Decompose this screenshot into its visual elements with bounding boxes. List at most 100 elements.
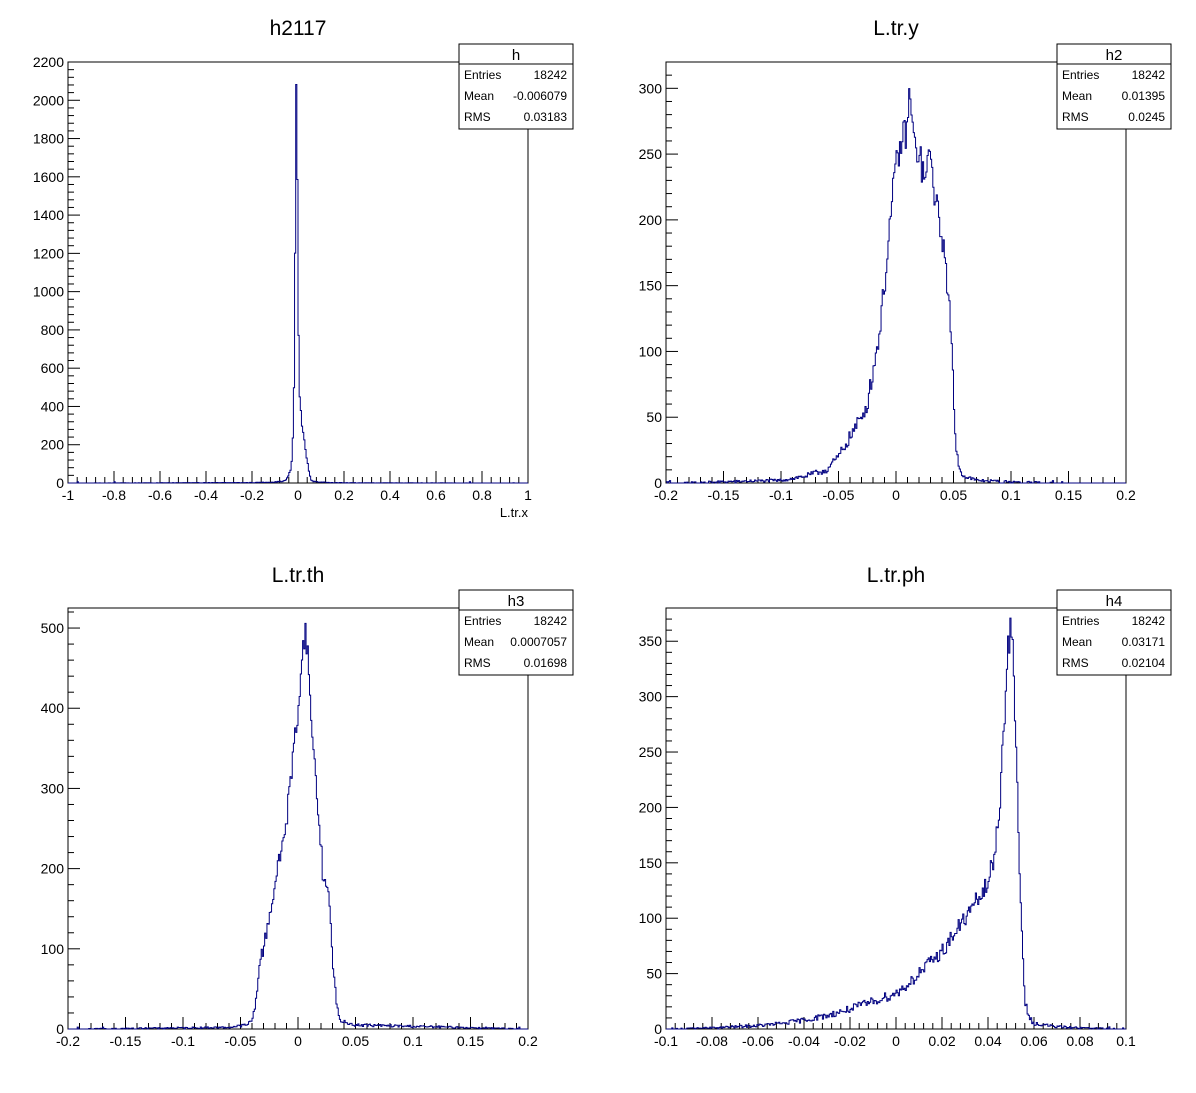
x-tick-label: 0.08 bbox=[1066, 1033, 1093, 1049]
stats-value: 0.01395 bbox=[1122, 89, 1166, 103]
chart-panel-1: h2117 -1 -0.8 -0.6 -0.4 -0.2 0 0.2 0.4 0.6 0.8 1 0 20… bbox=[33, 17, 574, 520]
stats-box-name: h2 bbox=[1106, 47, 1123, 64]
chart-panel-2: L.tr.y -0.2 -0.15 -0.1 -0.05 0 0.05 0.1 0.15 0.2 0… bbox=[639, 17, 1172, 503]
y-tick-label: 2200 bbox=[33, 54, 64, 70]
x-tick-label: -0.4 bbox=[194, 487, 218, 503]
x-tick-label: 0.2 bbox=[1116, 487, 1136, 503]
y-tick-label: 600 bbox=[41, 360, 65, 376]
x-tick-label: -0.08 bbox=[696, 1033, 728, 1049]
stats-value: 0.0007057 bbox=[510, 635, 567, 649]
y-tick-label: 0 bbox=[654, 475, 662, 491]
stats-value: 0.03171 bbox=[1122, 635, 1166, 649]
stats-value: 18242 bbox=[1132, 614, 1166, 628]
stats-key: Entries bbox=[464, 68, 501, 82]
stats-key: Entries bbox=[464, 614, 501, 628]
stats-box bbox=[458, 589, 574, 676]
chart-panel-4: L.tr.ph -0.1 -0.08 -0.06 -0.04 -0.02 0 0.02 0.04… bbox=[639, 564, 1172, 1049]
chart-title: L.tr.ph bbox=[867, 564, 925, 587]
x-tick-label: 0.05 bbox=[940, 487, 967, 503]
x-tick-label: -0.06 bbox=[742, 1033, 774, 1049]
y-tick-label: 150 bbox=[639, 855, 663, 871]
stats-key: RMS bbox=[464, 110, 491, 124]
x-tick-label: 0.6 bbox=[426, 487, 446, 503]
x-tick-label: -0.05 bbox=[225, 1033, 257, 1049]
x-tick-label: 0 bbox=[892, 1033, 900, 1049]
x-tick-label: 0.1 bbox=[403, 1033, 423, 1049]
x-tick-label: 0 bbox=[294, 487, 302, 503]
y-tick-label: 100 bbox=[41, 941, 65, 957]
x-tick-label: 0 bbox=[892, 487, 900, 503]
chart-title: L.tr.y bbox=[873, 17, 919, 40]
y-tick-label: 1200 bbox=[33, 245, 64, 261]
x-axis-label: L.tr.x bbox=[500, 505, 529, 520]
x-tick-label: 0.06 bbox=[1020, 1033, 1047, 1049]
x-tick-label: 0 bbox=[294, 1033, 302, 1049]
stats-value: -0.006079 bbox=[513, 89, 567, 103]
y-tick-label: 300 bbox=[41, 780, 65, 796]
histogram-line bbox=[666, 88, 1126, 484]
y-tick-label: 0 bbox=[56, 475, 64, 491]
chart-title: L.tr.th bbox=[272, 564, 325, 587]
x-tick-label: -0.1 bbox=[654, 1033, 678, 1049]
x-tick-label: -0.8 bbox=[102, 487, 126, 503]
histogram-line bbox=[666, 617, 1126, 1030]
stats-value: 18242 bbox=[534, 614, 568, 628]
chart-title: h2117 bbox=[270, 17, 327, 40]
x-tick-label: -0.04 bbox=[788, 1033, 820, 1049]
y-tick-label: 350 bbox=[639, 633, 663, 649]
x-tick-label: -0.1 bbox=[769, 487, 793, 503]
x-tick-label: 0.05 bbox=[342, 1033, 369, 1049]
stats-box bbox=[458, 43, 574, 130]
stats-key: RMS bbox=[1062, 656, 1089, 670]
x-tick-label: -0.15 bbox=[110, 1033, 142, 1049]
stats-key: Entries bbox=[1062, 614, 1099, 628]
y-tick-label: 250 bbox=[639, 744, 663, 760]
stats-value: 0.0245 bbox=[1128, 110, 1165, 124]
stats-key: RMS bbox=[464, 656, 491, 670]
x-tick-label: -0.15 bbox=[708, 487, 740, 503]
stats-box-name: h4 bbox=[1106, 593, 1123, 610]
stats-key: Mean bbox=[1062, 635, 1092, 649]
stats-box-name: h3 bbox=[508, 593, 525, 610]
x-tick-label: 0.1 bbox=[1001, 487, 1021, 503]
y-tick-label: 200 bbox=[41, 861, 65, 877]
x-tick-label: -0.2 bbox=[654, 487, 678, 503]
stats-value: 0.03183 bbox=[524, 110, 568, 124]
stats-value: 18242 bbox=[1132, 68, 1166, 82]
stats-value: 18242 bbox=[534, 68, 568, 82]
y-tick-label: 800 bbox=[41, 322, 65, 338]
y-tick-label: 200 bbox=[639, 799, 663, 815]
x-tick-label: 0.15 bbox=[457, 1033, 484, 1049]
y-tick-label: 1400 bbox=[33, 207, 64, 223]
x-tick-label: 0.02 bbox=[928, 1033, 955, 1049]
y-tick-label: 200 bbox=[639, 212, 663, 228]
x-tick-label: -0.02 bbox=[834, 1033, 866, 1049]
x-tick-label: 1 bbox=[524, 487, 532, 503]
y-tick-label: 1600 bbox=[33, 169, 64, 185]
x-tick-label: -0.1 bbox=[171, 1033, 195, 1049]
x-tick-label: 0.4 bbox=[380, 487, 400, 503]
y-tick-label: 1800 bbox=[33, 131, 64, 147]
x-tick-label: -0.05 bbox=[823, 487, 855, 503]
x-tick-label: -0.2 bbox=[56, 1033, 80, 1049]
y-tick-label: 400 bbox=[41, 398, 65, 414]
stats-value: 0.01698 bbox=[524, 656, 568, 670]
stats-box-name: h bbox=[512, 47, 520, 64]
y-tick-label: 400 bbox=[41, 700, 65, 716]
y-tick-label: 250 bbox=[639, 146, 663, 162]
chart-panel-3: L.tr.th -0.2 -0.15 -0.1 -0.05 0 0.05 0.1 0.15 0.2… bbox=[41, 564, 574, 1049]
y-tick-label: 100 bbox=[639, 910, 663, 926]
stats-key: Mean bbox=[1062, 89, 1092, 103]
y-tick-label: 150 bbox=[639, 278, 663, 294]
y-tick-label: 500 bbox=[41, 620, 65, 636]
y-tick-label: 1000 bbox=[33, 284, 64, 300]
x-tick-label: -0.2 bbox=[240, 487, 264, 503]
y-tick-label: 300 bbox=[639, 80, 663, 96]
x-tick-label: 0.04 bbox=[974, 1033, 1001, 1049]
x-tick-label: 0.2 bbox=[334, 487, 354, 503]
y-tick-label: 300 bbox=[639, 689, 663, 705]
x-tick-label: 0.15 bbox=[1055, 487, 1082, 503]
stats-key: Mean bbox=[464, 635, 494, 649]
y-tick-label: 0 bbox=[56, 1021, 64, 1037]
